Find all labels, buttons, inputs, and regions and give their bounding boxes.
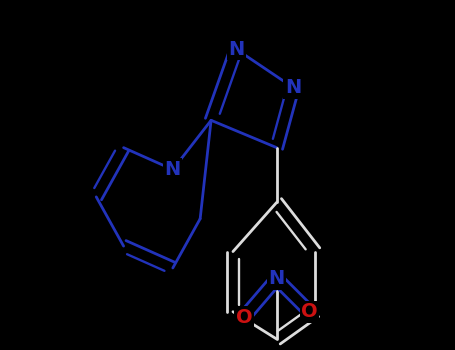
Text: N: N: [285, 78, 301, 97]
Text: N: N: [165, 160, 181, 179]
Text: N: N: [228, 40, 244, 59]
Text: O: O: [301, 302, 318, 321]
Text: O: O: [236, 308, 252, 327]
Text: N: N: [268, 270, 285, 288]
